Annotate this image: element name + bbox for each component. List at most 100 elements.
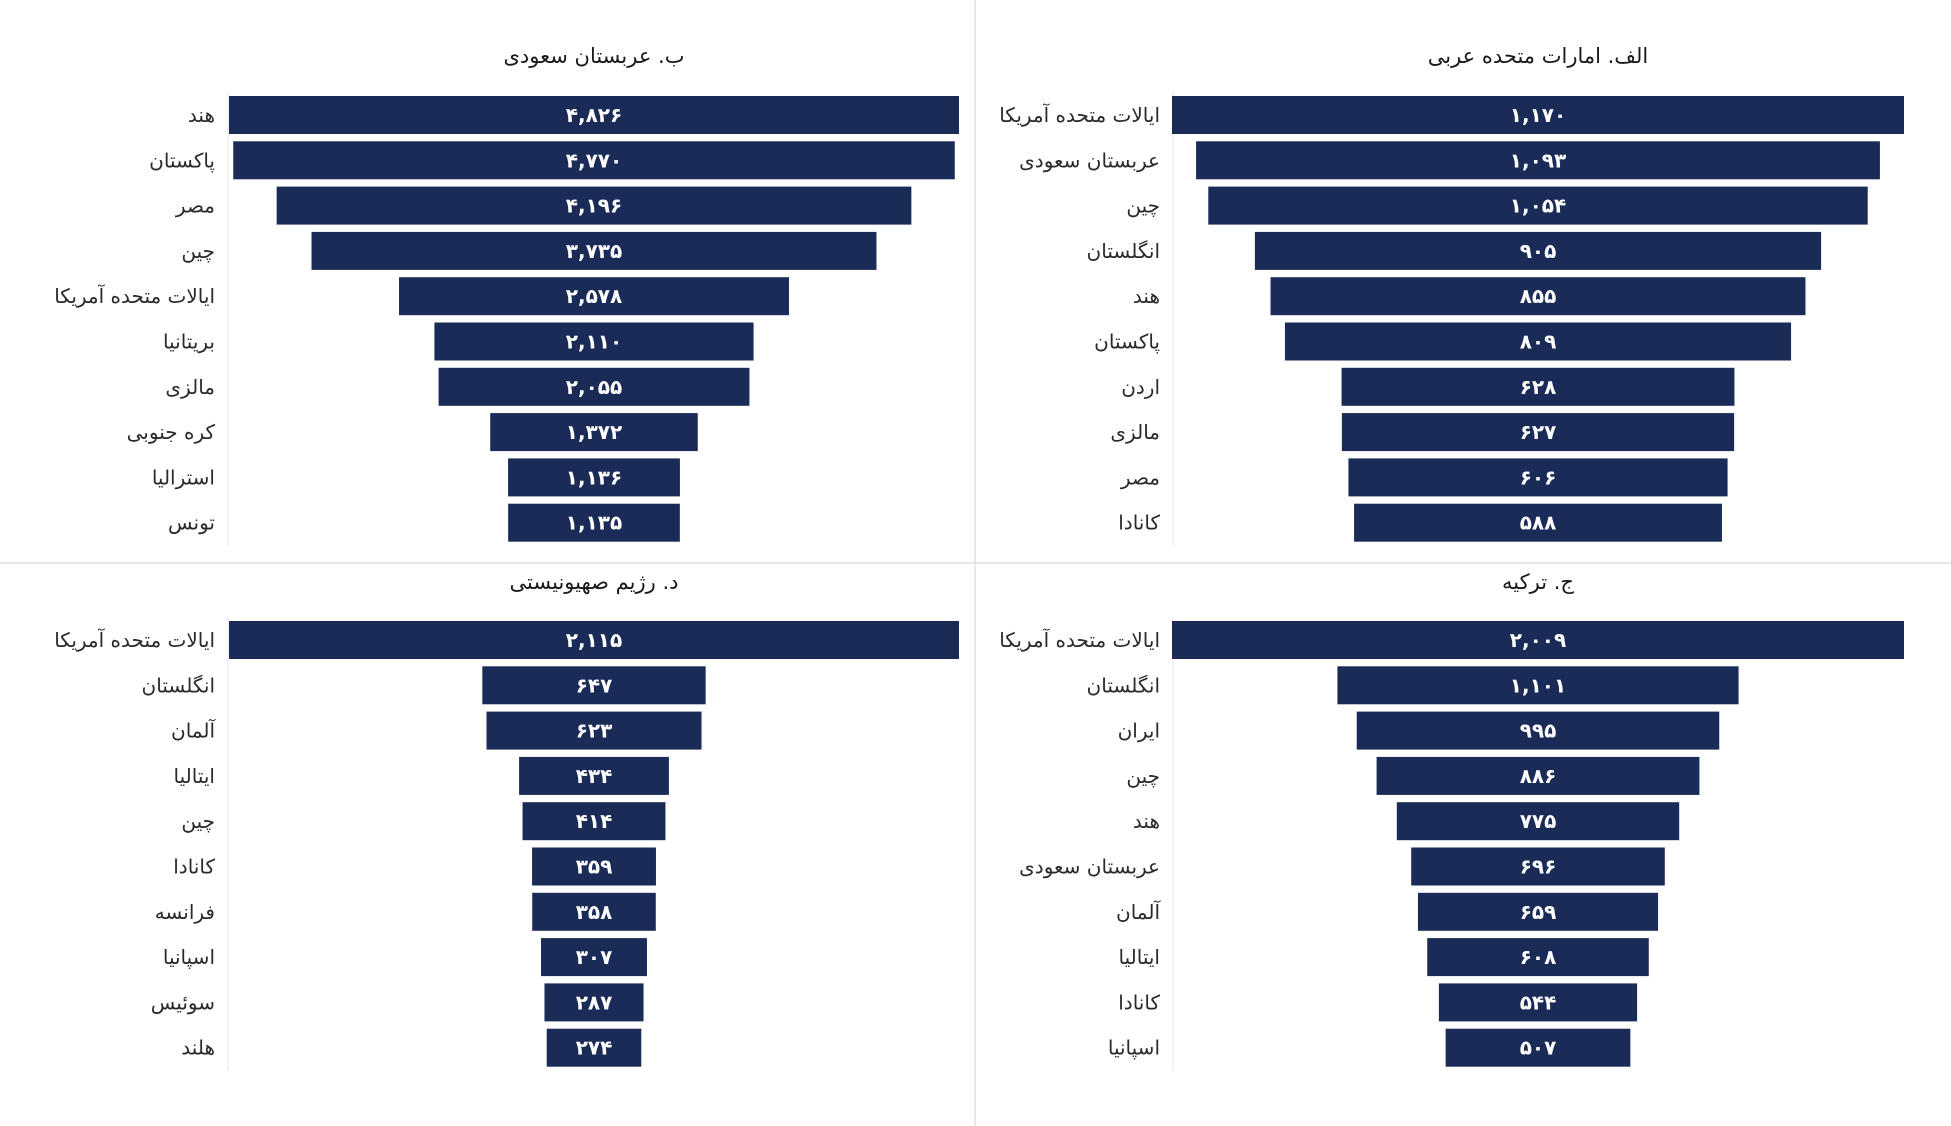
value-label-7: ۶۲۷ [1520, 420, 1557, 444]
bar-7 [490, 413, 698, 452]
category-label-5: پاکستان [1094, 330, 1160, 355]
bar-4 [399, 277, 789, 316]
panel-uae: الف. امارات متحده عربی ۱,۱۷۰ ایالات متحده … [999, 44, 1904, 546]
value-label-2: ۹۹۵ [1520, 719, 1557, 743]
panel-israel: د. رژیم صهیونیستی ۲,۱۱۵ ایالات متحده آمریک… [54, 570, 959, 1071]
value-label-3: ۳,۷۳۵ [566, 239, 622, 263]
panel-saudi: ب. عربستان سعودی ۴,۸۲۶ هند ۴,۷۷۰ پاکستان ۴,۱۹… [54, 44, 959, 546]
bar-9 [508, 503, 680, 542]
value-label-7: ۳۰۷ [576, 945, 613, 969]
category-label-8: سوئیس [151, 990, 215, 1014]
value-label-4: ۷۷۵ [1520, 809, 1557, 833]
category-label-6: فرانسه [155, 900, 215, 924]
category-label-0: هند [188, 103, 215, 127]
category-label-7: مالزی [1110, 420, 1160, 444]
category-label-4: هند [1133, 284, 1160, 308]
value-label-9: ۱,۱۳۵ [566, 511, 622, 535]
category-label-7: اسپانیا [163, 945, 215, 970]
value-label-0: ۲,۱۱۵ [566, 628, 622, 652]
category-label-4: چین [181, 809, 215, 833]
bar-9 [1354, 503, 1722, 542]
category-label-2: مصر [175, 194, 215, 218]
category-label-8: مصر [1120, 465, 1160, 489]
value-label-1: ۱,۱۰۱ [1510, 673, 1566, 697]
category-label-7: کره جنوبی [127, 420, 216, 444]
category-label-6: آلمان [1116, 899, 1161, 924]
value-label-9: ۵۰۷ [1520, 1036, 1557, 1060]
bar-7 [1427, 938, 1649, 977]
bar-2 [486, 711, 702, 750]
bar-5 [1284, 322, 1792, 361]
bar-0 [1172, 96, 1904, 134]
category-label-0: ایالات متحده آمریکا [54, 627, 215, 652]
category-label-5: عربستان سعودی [1019, 855, 1160, 879]
bar-5 [434, 322, 754, 361]
category-label-6: مالزی [165, 375, 215, 399]
value-label-4: ۸۵۵ [1520, 284, 1557, 308]
value-label-2: ۶۲۳ [576, 719, 613, 743]
bar-0 [1172, 621, 1904, 659]
bar-9 [546, 1028, 642, 1067]
bar-7 [1341, 413, 1735, 452]
category-label-5: بریتانیا [163, 330, 215, 354]
value-label-3: ۸۸۶ [1520, 764, 1557, 788]
bar-4 [1270, 277, 1806, 316]
value-label-0: ۴,۸۲۶ [566, 103, 622, 127]
bar-3 [1254, 231, 1822, 270]
bar-8 [508, 458, 680, 497]
value-label-7: ۱,۳۷۲ [566, 420, 622, 444]
bar-6 [438, 367, 750, 406]
value-label-0: ۲,۰۰۹ [1510, 628, 1566, 652]
category-label-3: ایتالیا [174, 764, 215, 788]
bar-1 [233, 141, 955, 180]
value-label-3: ۴۳۴ [576, 764, 613, 788]
bar-8 [1348, 458, 1728, 497]
value-label-9: ۵۸۸ [1520, 511, 1557, 535]
value-label-4: ۲,۵۷۸ [566, 284, 622, 308]
value-label-2: ۱,۰۵۴ [1510, 194, 1566, 218]
value-label-2: ۴,۱۹۶ [566, 194, 622, 218]
category-label-1: عربستان سعودی [1019, 148, 1160, 172]
bar-6 [1341, 367, 1735, 406]
category-label-9: تونس [168, 511, 215, 535]
panel-title: ب. عربستان سعودی [503, 44, 684, 68]
value-label-8: ۱,۱۳۶ [566, 465, 622, 489]
bar-0 [229, 96, 959, 134]
bar-6 [532, 892, 656, 931]
value-label-8: ۲۸۷ [576, 990, 613, 1014]
bar-9 [1445, 1028, 1631, 1067]
bar-5 [1411, 847, 1665, 886]
bar-3 [519, 756, 669, 795]
bar-2 [1356, 711, 1720, 750]
bar-0 [229, 621, 959, 659]
category-label-5: کانادا [173, 855, 215, 879]
bar-7 [541, 938, 647, 977]
value-label-8: ۵۴۴ [1520, 990, 1557, 1014]
category-label-9: هلند [181, 1036, 215, 1060]
panel-title: الف. امارات متحده عربی [1428, 44, 1649, 68]
value-label-7: ۶۰۸ [1520, 945, 1557, 969]
value-label-5: ۲,۱۱۰ [566, 330, 622, 354]
category-label-1: انگلستان [142, 673, 215, 697]
value-label-8: ۶۰۶ [1520, 465, 1557, 489]
value-label-9: ۲۷۴ [576, 1036, 613, 1060]
bar-8 [1438, 983, 1638, 1022]
value-label-6: ۳۵۸ [576, 900, 613, 924]
value-label-6: ۲,۰۵۵ [566, 375, 622, 399]
value-label-4: ۴۱۴ [576, 809, 613, 833]
value-label-5: ۶۹۶ [1520, 855, 1557, 879]
category-label-2: آلمان [171, 718, 216, 743]
category-label-8: استرالیا [152, 465, 215, 489]
category-label-3: چین [181, 239, 215, 263]
value-label-0: ۱,۱۷۰ [1510, 103, 1566, 127]
bar-1 [1196, 141, 1880, 180]
category-label-0: ایالات متحده آمریکا [999, 627, 1160, 652]
category-label-2: چین [1126, 194, 1160, 218]
value-label-1: ۱,۰۹۳ [1510, 148, 1566, 172]
bar-3 [1376, 756, 1700, 795]
category-label-8: کانادا [1118, 990, 1160, 1014]
category-label-6: اردن [1121, 375, 1160, 399]
category-label-3: انگلستان [1087, 239, 1160, 263]
category-label-4: ایالات متحده آمریکا [54, 283, 215, 308]
value-label-5: ۸۰۹ [1520, 330, 1557, 354]
